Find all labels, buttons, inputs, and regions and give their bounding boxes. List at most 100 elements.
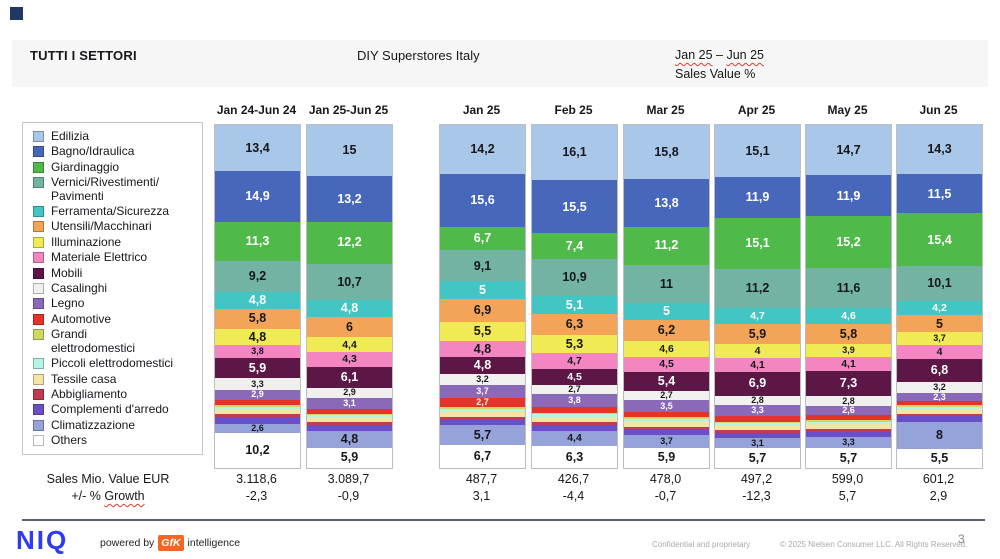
legend: Edilizia Bagno/Idraulica Giardinaggio Verni… <box>22 122 203 455</box>
bar-segment-abbigliamento <box>440 416 525 420</box>
bar-segment-complementi-d-arredo <box>624 429 709 435</box>
bar-segment-piccoli-elettrodomestici <box>532 414 617 418</box>
bar-segment-giardinaggio: 15,2 <box>806 216 891 269</box>
bar-segment-piccoli-elettrodomestici <box>440 408 525 412</box>
legend-item-automotive: Automotive <box>33 311 198 326</box>
bar-segment-legno: 3,8 <box>532 394 617 408</box>
growth-value: -0,9 <box>337 489 360 503</box>
bar-segment-mobili: 5,9 <box>215 358 300 379</box>
legend-item-label: Edilizia <box>51 129 90 143</box>
header-metric: Sales Value % <box>675 67 756 81</box>
bar-segment-automotive <box>307 408 392 414</box>
bar-segment-climatizzazione: 5,7 <box>440 425 525 445</box>
legend-item-bagno-idraulica: Bagno/Idraulica <box>33 144 198 159</box>
legend-item-utensili-macchinari: Utensili/Macchinari <box>33 220 198 233</box>
bar-segment-bagno-idraulica: 15,5 <box>532 180 617 234</box>
bar-segment-piccoli-elettrodomestici <box>715 422 800 426</box>
stacked-bar-feb-25: 16,1 15,5 7,4 10,9 5,1 6,3 5,3 4,7 4,5 2,7 3,8 4,4 6… <box>531 124 618 469</box>
bar-segment-edilizia: 13,4 <box>215 125 300 171</box>
legend-item-label: Automotive <box>51 311 112 326</box>
niq-logo: NIQ <box>16 525 69 555</box>
legend-item-label: Tessile casa <box>51 371 117 386</box>
legend-item-vernici-rivestimenti-pavimenti: Vernici/Rivestimenti/ Pavimenti <box>33 176 198 203</box>
bar-segment-ferramenta-sicurezza: 4,7 <box>715 307 800 324</box>
bar-segment-abbigliamento <box>897 414 982 417</box>
stacked-bar-mar-25: 15,8 13,8 11,2 11 5 6,2 4,6 4,5 5,4 2,7 3,5 3,7 5,9 <box>623 124 710 469</box>
legend-swatch-icon <box>33 267 44 279</box>
bar-segment-ferramenta-sicurezza: 5 <box>440 281 525 299</box>
bar-segment-utensili-macchinari: 5,8 <box>215 308 300 329</box>
legend-item-tessile-casa: Tessile casa <box>33 371 198 386</box>
stacked-bar-jun-25: 14,3 11,5 15,4 10,1 4,2 5 3,7 4 6,8 3,2 2,3 8 5,5 <box>896 124 983 469</box>
copyright-note: © 2025 Nielsen Consumer LLC. All Rights … <box>780 540 968 549</box>
bar-segment-climatizzazione: 4,4 <box>532 431 617 447</box>
bar-segment-mobili: 5,4 <box>624 372 709 391</box>
bar-segment-edilizia: 14,3 <box>897 125 982 175</box>
bar-segment-tessile-casa <box>215 409 300 415</box>
bar-segment-vernici-rivestimenti-pavimenti: 10,7 <box>307 263 392 301</box>
legend-item-legno: Legno <box>33 297 198 310</box>
bar-segment-complementi-d-arredo <box>532 424 617 432</box>
legend-swatch-icon <box>33 329 44 341</box>
sales-value-total: 3.089,7 <box>327 472 370 486</box>
bar-segment-abbigliamento <box>307 422 392 425</box>
growth-value: -12,3 <box>742 489 771 503</box>
legend-swatch-icon <box>33 206 44 218</box>
bar-segment-others: 10,2 <box>215 432 300 468</box>
bar-segment-grandi-elettrodomestici <box>307 413 392 416</box>
legend-item-label: Mobili <box>51 265 83 280</box>
legend-item-giardinaggio: Giardinaggio <box>33 160 198 174</box>
bar-segment-edilizia: 16,1 <box>532 125 617 181</box>
bar-segment-others: 5,9 <box>307 447 392 468</box>
legend-item-label: Bagno/Idraulica <box>51 144 135 159</box>
legend-item-abbigliamento: Abbigliamento <box>33 387 198 401</box>
bar-segment-grandi-elettrodomestici <box>897 405 982 407</box>
legend-item-label: Illuminazione <box>51 234 122 249</box>
bar-segment-casalinghi: 2,7 <box>624 390 709 400</box>
gfk-logo-icon: GfK <box>158 535 184 551</box>
sales-value-total: 426,7 <box>557 472 590 486</box>
bar-segment-materiale-elettrico: 4,1 <box>806 357 891 372</box>
column-header-jan-25: Jan 25 <box>462 103 501 117</box>
bar-segment-piccoli-elettrodomestici <box>215 406 300 410</box>
column-header-apr-25: Apr 25 <box>737 103 776 117</box>
growth-value: -4,4 <box>562 489 585 503</box>
bar-segment-materiale-elettrico: 4 <box>897 345 982 359</box>
growth-value: 2,9 <box>929 489 948 503</box>
footer-divider <box>22 519 985 521</box>
legend-swatch-icon <box>33 298 44 310</box>
bar-segment-giardinaggio: 11,3 <box>215 222 300 261</box>
bar-segment-casalinghi: 3,2 <box>440 373 525 385</box>
legend-swatch-icon <box>33 283 44 295</box>
bar-segment-casalinghi: 2,8 <box>806 396 891 406</box>
column-header-jan-25-jun-25: Jan 25-Jun 25 <box>308 103 389 117</box>
bar-segment-vernici-rivestimenti-pavimenti: 11 <box>624 264 709 303</box>
bar-segment-others: 5,5 <box>897 449 982 468</box>
page-title: TUTTI I SETTORI <box>30 48 137 63</box>
growth-value: 5,7 <box>838 489 857 503</box>
bar-segment-edilizia: 14,2 <box>440 125 525 174</box>
legend-swatch-icon <box>33 146 44 158</box>
bar-segment-vernici-rivestimenti-pavimenti: 9,2 <box>215 260 300 293</box>
bar-segment-automotive: 2,7 <box>440 397 525 407</box>
bar-segment-giardinaggio: 12,2 <box>307 221 392 264</box>
legend-item-illuminazione: Illuminazione <box>33 234 198 249</box>
legend-item-label: Piccoli elettrodomestici <box>51 356 174 371</box>
chart-title: DIY Superstores Italy <box>357 48 480 63</box>
legend-item-casalinghi: Casalinghi <box>33 281 198 295</box>
bar-segment-tessile-casa <box>440 411 525 417</box>
legend-item-label: Complementi d'arredo <box>51 402 169 417</box>
bar-segment-legno: 2,3 <box>897 392 982 402</box>
bar-segment-ferramenta-sicurezza: 4,2 <box>897 300 982 316</box>
period-to: Jun 25 <box>726 48 764 62</box>
bar-segment-giardinaggio: 11,2 <box>624 226 709 265</box>
bar-segment-illuminazione: 4 <box>715 344 800 358</box>
legend-item-climatizzazione: Climatizzazione <box>33 418 198 432</box>
bar-segment-tessile-casa <box>897 409 982 415</box>
legend-item-grandi-elettrodomestici: Grandi elettrodomestici <box>33 328 198 355</box>
bar-segment-ferramenta-sicurezza: 4,6 <box>806 308 891 324</box>
bar-segment-mobili: 4,8 <box>440 357 525 374</box>
bar-segment-ferramenta-sicurezza: 5 <box>624 302 709 320</box>
header-period: Jan 25 – Jun 25 <box>675 46 764 65</box>
legend-swatch-icon <box>33 131 44 142</box>
